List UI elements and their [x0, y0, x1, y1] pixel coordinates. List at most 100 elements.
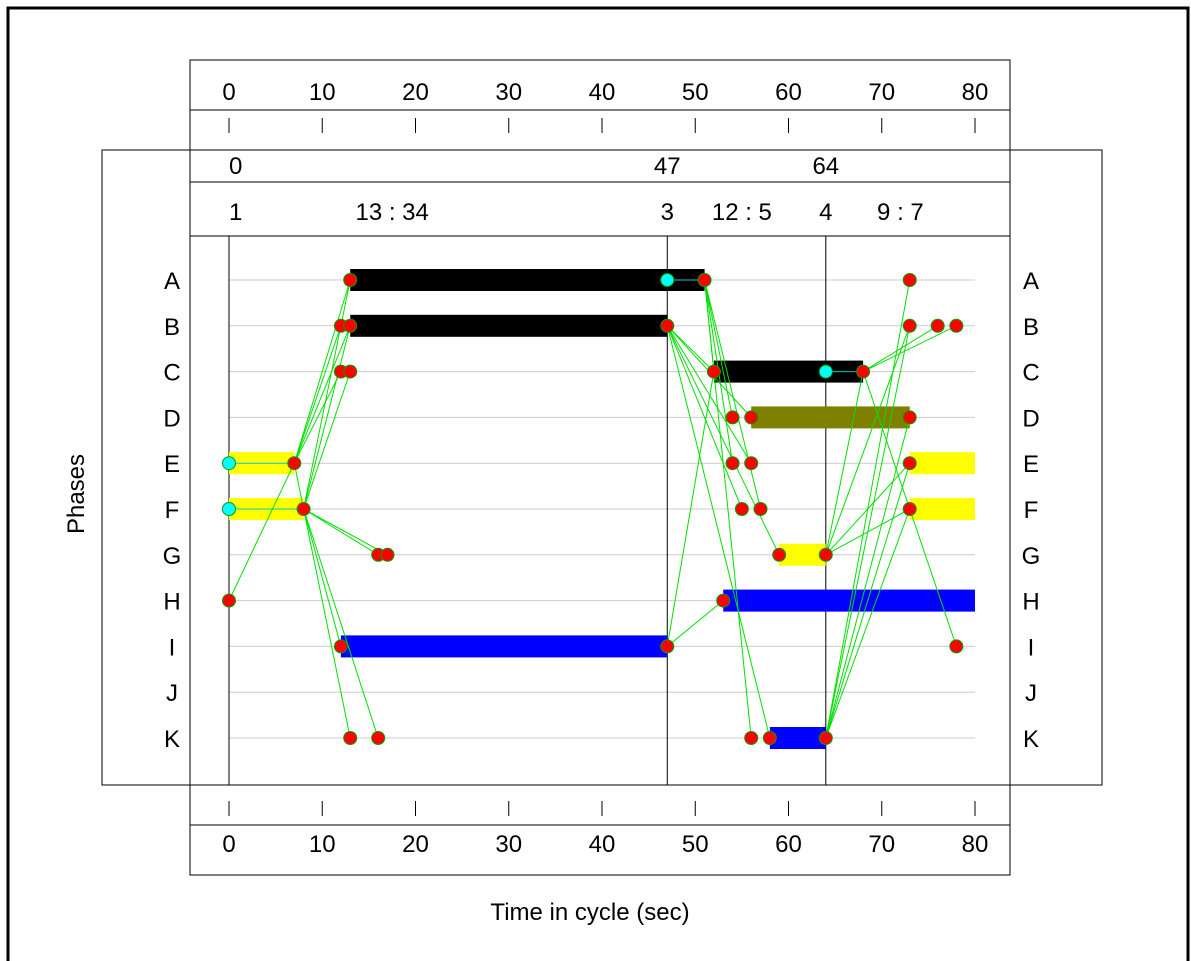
event-point	[744, 456, 759, 471]
top-axis-tick-label: 80	[962, 79, 989, 106]
event-point	[902, 456, 917, 471]
transition-link	[303, 508, 379, 556]
transition-link	[825, 325, 911, 555]
event-point	[343, 318, 358, 333]
transition-link	[704, 279, 762, 510]
transition-link	[293, 463, 305, 510]
row-label-right: B	[1023, 314, 1039, 341]
bottom-axis-tick-label: 20	[402, 831, 429, 858]
event-point	[818, 364, 833, 379]
row-label-left: B	[164, 314, 180, 341]
event-point	[772, 547, 787, 562]
event-point	[660, 639, 675, 654]
phase-bar	[350, 314, 668, 337]
transition-link	[303, 279, 351, 510]
top-axis-tick-label: 20	[402, 79, 429, 106]
bottom-axis-frame	[189, 784, 1011, 876]
transition-link	[825, 463, 911, 739]
event-point	[697, 273, 712, 287]
phase-bar	[909, 452, 975, 475]
event-points	[222, 273, 964, 745]
transition-link	[666, 325, 771, 739]
phase-bar	[723, 589, 975, 612]
bottom-axis-tick-label: 60	[775, 831, 802, 858]
event-point	[818, 731, 833, 745]
row-label-left: H	[163, 589, 180, 616]
row-gridlines	[229, 279, 975, 739]
event-point	[371, 731, 386, 745]
event-point	[930, 318, 945, 333]
row-label-right: F	[1024, 497, 1039, 524]
phase-bar	[751, 406, 910, 429]
transition-link	[666, 371, 715, 647]
row-label-left: J	[166, 680, 178, 707]
stage-label: 12 : 5	[712, 199, 772, 226]
event-point	[762, 731, 777, 745]
transition-link	[825, 325, 911, 739]
row-label-left: G	[163, 543, 182, 570]
transition-link	[303, 371, 351, 510]
row-label-right: I	[1028, 634, 1035, 661]
stage-label: 4	[819, 199, 832, 226]
transition-link	[825, 417, 911, 739]
phase-bar	[909, 498, 975, 520]
stage-label: 3	[661, 199, 674, 226]
transition-link	[303, 508, 388, 556]
event-point	[660, 273, 675, 287]
row-label-left: I	[169, 634, 176, 661]
event-point	[706, 364, 721, 379]
transition-link	[293, 279, 351, 464]
stage-label: 13 : 34	[355, 199, 428, 226]
row-label-right: K	[1023, 726, 1039, 753]
transition-link	[293, 371, 342, 464]
row-label-left: D	[163, 405, 180, 432]
row-label-left: E	[164, 451, 180, 478]
barrier-label: 64	[812, 153, 839, 180]
row-label-right: D	[1022, 405, 1039, 432]
event-point	[222, 456, 236, 471]
row-label-right: G	[1022, 543, 1041, 570]
event-point	[753, 502, 768, 516]
row-label-left: C	[163, 360, 180, 387]
event-point	[902, 410, 917, 425]
transition-link	[303, 508, 379, 739]
event-point	[343, 731, 358, 745]
event-point	[343, 273, 358, 287]
text-labels: A AB BC CD DE EF FG GH HI IJ JK K0 47 641 13 : 34 3 12 :…	[163, 153, 1041, 753]
row-label-left: K	[164, 726, 180, 753]
transition-link	[303, 508, 342, 647]
inner-frame	[189, 149, 1011, 786]
event-point	[333, 639, 348, 654]
x-axis-title: Time in cycle (sec)	[490, 899, 689, 926]
transition-link	[293, 325, 351, 464]
transition-link	[704, 279, 752, 739]
bottom-axis-tick-label: 50	[682, 831, 709, 858]
event-point	[902, 502, 917, 516]
phase-bars	[229, 269, 975, 749]
phase-bar	[340, 635, 668, 658]
y-axis-title: Phases	[63, 454, 90, 534]
transition-link	[303, 325, 351, 510]
row-label-right: A	[1023, 268, 1039, 295]
transition-link	[666, 325, 715, 372]
event-point	[734, 502, 749, 516]
event-point	[222, 502, 236, 516]
transition-link	[825, 508, 911, 739]
row-label-right: E	[1023, 451, 1039, 478]
top-axis-tick-label: 50	[682, 79, 709, 106]
transition-link	[293, 325, 342, 464]
phase-bar	[350, 269, 705, 291]
transition-link	[666, 600, 724, 647]
event-point	[296, 502, 311, 516]
top-axis-tick-label: 60	[775, 79, 802, 106]
event-point	[725, 456, 740, 471]
barrier-label: 0	[229, 153, 242, 180]
stage-label: 1	[229, 199, 242, 226]
transition-link	[862, 325, 957, 373]
event-point	[222, 593, 236, 608]
top-axis-tick-label: 70	[868, 79, 895, 106]
event-point	[343, 364, 358, 379]
bottom-axis-tick-label: 0	[222, 831, 235, 858]
row-label-right: J	[1025, 680, 1037, 707]
transition-link	[666, 325, 743, 510]
